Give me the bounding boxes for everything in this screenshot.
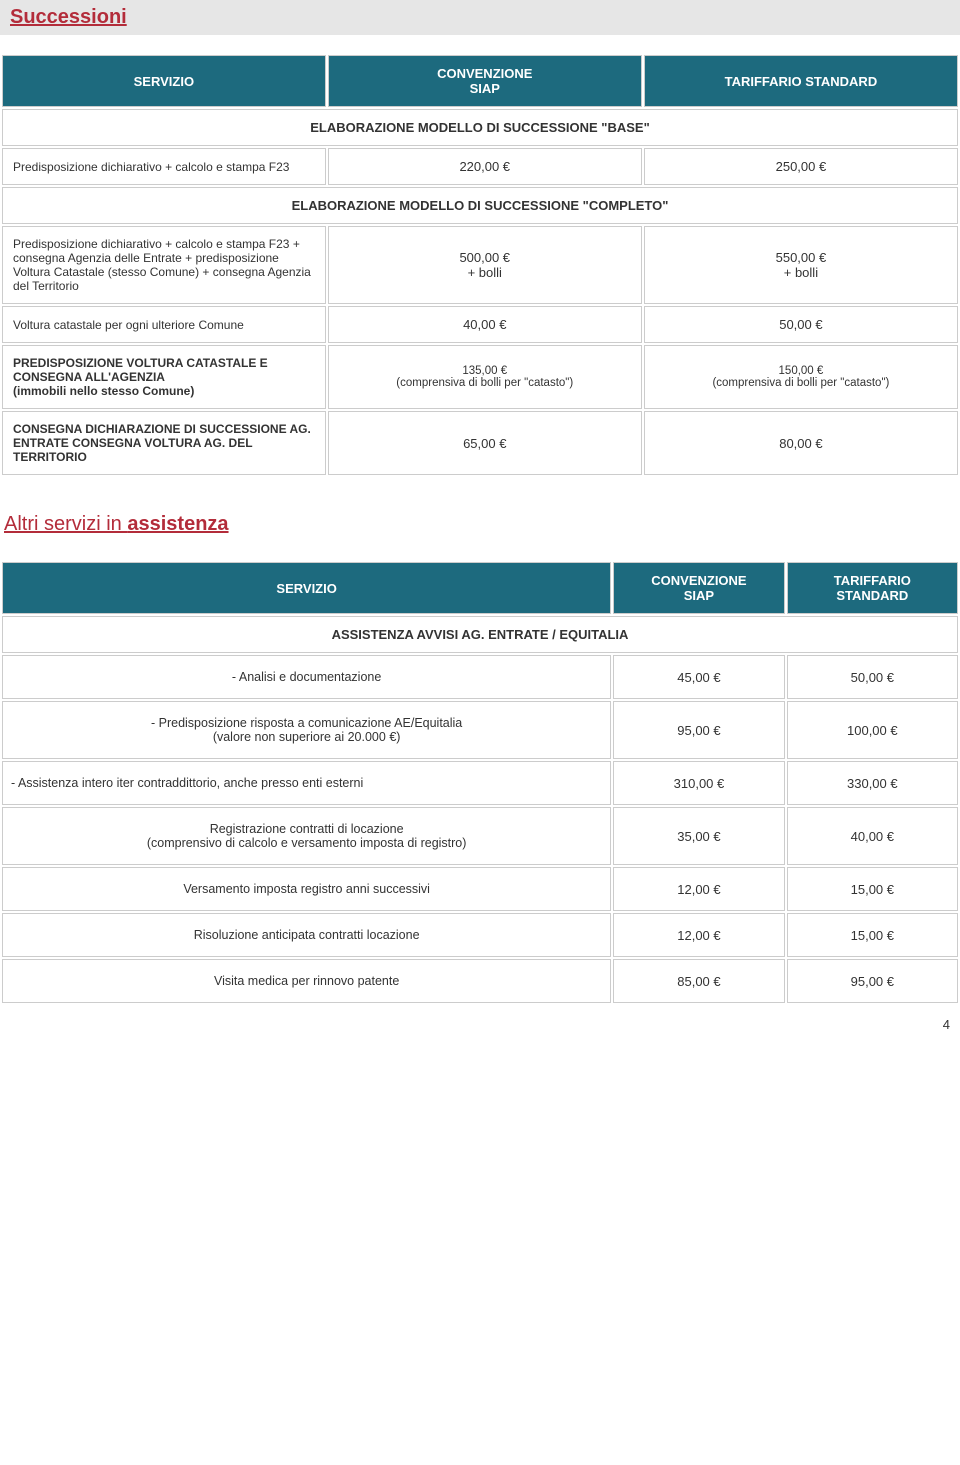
- row-value: 12,00 €: [613, 913, 784, 957]
- col-servizio: SERVIZIO: [2, 562, 611, 614]
- table-header-row: SERVIZIO CONVENZIONE SIAP TARIFFARIO STA…: [2, 562, 958, 614]
- row-value: 150,00 € (comprensiva di bolli per "cata…: [644, 345, 958, 409]
- table-assistenza: SERVIZIO CONVENZIONE SIAP TARIFFARIO STA…: [0, 560, 960, 1005]
- table-row: Predisposizione dichiarativo + calcolo e…: [2, 226, 958, 304]
- row-value: 35,00 €: [613, 807, 784, 865]
- row-label: Visita medica per rinnovo patente: [2, 959, 611, 1003]
- table-row: Visita medica per rinnovo patente85,00 €…: [2, 959, 958, 1003]
- row-value: 50,00 €: [644, 306, 958, 343]
- row-value: 40,00 €: [787, 807, 958, 865]
- section2-prefix: Altri servizi in: [4, 513, 127, 535]
- col-convenzione: CONVENZIONE SIAP: [328, 55, 642, 107]
- table-row: - Analisi e documentazione45,00 €50,00 €: [2, 655, 958, 699]
- col-tariffario: TARIFFARIO STANDARD: [644, 55, 958, 107]
- row-value: 220,00 €: [328, 148, 642, 185]
- row-label: - Predisposizione risposta a comunicazio…: [2, 701, 611, 759]
- row-value: 100,00 €: [787, 701, 958, 759]
- table-row: Versamento imposta registro anni success…: [2, 867, 958, 911]
- row-value: 85,00 €: [613, 959, 784, 1003]
- col-tariffario: TARIFFARIO STANDARD: [787, 562, 958, 614]
- row-label: - Analisi e documentazione: [2, 655, 611, 699]
- row-value: 15,00 €: [787, 867, 958, 911]
- row-label: Registrazione contratti di locazione (co…: [2, 807, 611, 865]
- table-header-row: SERVIZIO CONVENZIONE SIAP TARIFFARIO STA…: [2, 55, 958, 107]
- row-value: 250,00 €: [644, 148, 958, 185]
- table-row: - Predisposizione risposta a comunicazio…: [2, 701, 958, 759]
- section2-strong: assistenza: [127, 513, 228, 535]
- row-value: 135,00 € (comprensiva di bolli per "cata…: [328, 345, 642, 409]
- table-successioni: SERVIZIO CONVENZIONE SIAP TARIFFARIO STA…: [0, 53, 960, 477]
- page-number: 4: [0, 1005, 960, 1040]
- row-value: 15,00 €: [787, 913, 958, 957]
- row-label: CONSEGNA DICHIARAZIONE DI SUCCESSIONE AG…: [2, 411, 326, 475]
- row-label: Versamento imposta registro anni success…: [2, 867, 611, 911]
- table-row: Risoluzione anticipata contratti locazio…: [2, 913, 958, 957]
- row-value: 95,00 €: [787, 959, 958, 1003]
- row-label: Predisposizione dichiarativo + calcolo e…: [2, 226, 326, 304]
- row-value: 310,00 €: [613, 761, 784, 805]
- table-row: PREDISPOSIZIONE VOLTURA CATASTALE E CONS…: [2, 345, 958, 409]
- row-label: Predisposizione dichiarativo + calcolo e…: [2, 148, 326, 185]
- table-row: Registrazione contratti di locazione (co…: [2, 807, 958, 865]
- col-convenzione: CONVENZIONE SIAP: [613, 562, 784, 614]
- row-label: PREDISPOSIZIONE VOLTURA CATASTALE E CONS…: [2, 345, 326, 409]
- row-label: Risoluzione anticipata contratti locazio…: [2, 913, 611, 957]
- sub-header-completo: ELABORAZIONE MODELLO DI SUCCESSIONE "COM…: [2, 187, 958, 224]
- row-value: 500,00 € + bolli: [328, 226, 642, 304]
- row-value: 65,00 €: [328, 411, 642, 475]
- table-row: CONSEGNA DICHIARAZIONE DI SUCCESSIONE AG…: [2, 411, 958, 475]
- row-label: Voltura catastale per ogni ulteriore Com…: [2, 306, 326, 343]
- sub-header-base: ELABORAZIONE MODELLO DI SUCCESSIONE "BAS…: [2, 109, 958, 146]
- row-value: 45,00 €: [613, 655, 784, 699]
- section1-title: Successioni: [0, 0, 960, 35]
- row-value: 12,00 €: [613, 867, 784, 911]
- table-row: - Assistenza intero iter contraddittorio…: [2, 761, 958, 805]
- row-value: 95,00 €: [613, 701, 784, 759]
- table-row: Voltura catastale per ogni ulteriore Com…: [2, 306, 958, 343]
- row-value: 550,00 € + bolli: [644, 226, 958, 304]
- row-value: 50,00 €: [787, 655, 958, 699]
- row-label: - Assistenza intero iter contraddittorio…: [2, 761, 611, 805]
- sub-header-assistenza: ASSISTENZA AVVISI AG. ENTRATE / EQUITALI…: [2, 616, 958, 653]
- row-value: 80,00 €: [644, 411, 958, 475]
- section2-title: Altri servizi in assistenza: [0, 507, 960, 542]
- row-value: 330,00 €: [787, 761, 958, 805]
- table-row: Predisposizione dichiarativo + calcolo e…: [2, 148, 958, 185]
- row-value: 40,00 €: [328, 306, 642, 343]
- col-servizio: SERVIZIO: [2, 55, 326, 107]
